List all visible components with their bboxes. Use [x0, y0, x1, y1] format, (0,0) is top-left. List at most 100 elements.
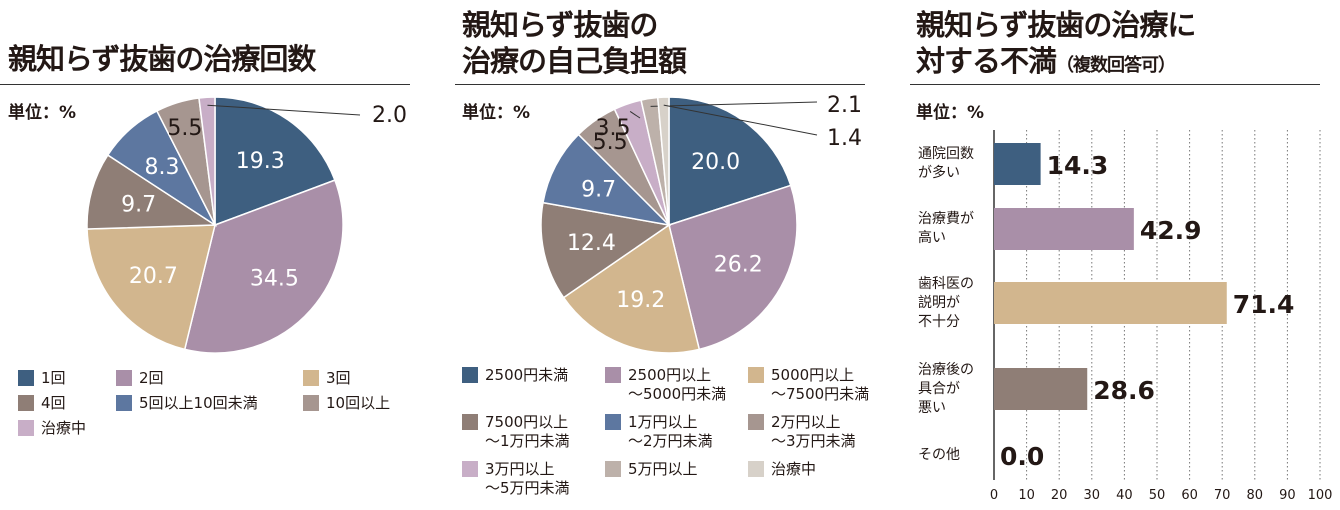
legend-swatch: [748, 414, 764, 430]
leader-line: [650, 101, 818, 107]
chart3-title-line1: 親知らず抜歯の治療に: [916, 8, 1196, 42]
category-label-line: 治療後の: [918, 361, 974, 378]
divider: [910, 84, 1320, 85]
legend-label-line: 10回以上: [326, 394, 391, 412]
legend-label-line: ～2万円未満: [628, 432, 713, 450]
legend-swatch: [116, 370, 132, 386]
legend-item: 2回: [116, 369, 164, 388]
category-label: 治療後の 具合が 悪い: [918, 361, 988, 418]
x-tick-label: 0: [989, 488, 999, 503]
slice-label: 12.4: [567, 231, 616, 256]
bar: [994, 143, 1041, 185]
pie-slice: [542, 133, 672, 227]
legend-label-line: ～7500円未満: [771, 385, 870, 403]
legend-label-line: ～5万円未満: [485, 479, 570, 497]
legend-label-line: 5万円以上: [628, 460, 698, 478]
chart2-title-line1: 親知らず抜歯の: [462, 8, 658, 42]
category-label: その他: [918, 446, 988, 465]
legend-swatch: [748, 367, 764, 383]
legend-swatch: [18, 370, 34, 386]
bar: [994, 282, 1227, 324]
divider: [0, 84, 410, 85]
pie-slice: [562, 223, 701, 354]
category-label-line: 治療費が: [918, 211, 974, 227]
legend-label-line: 5000円以上: [771, 366, 855, 384]
category-label-line: 説明が: [918, 294, 960, 311]
legend-item: 3回: [303, 369, 351, 388]
legend-label-line: 2回: [139, 369, 164, 387]
category-label-line: 不十分: [918, 313, 960, 330]
slice-label: 5.5: [593, 130, 628, 155]
legend-label: 10回以上: [326, 394, 390, 413]
legend-label-line: 治療中: [41, 419, 87, 437]
slice-label: 19.3: [236, 149, 285, 174]
legend-item: 5万円以上: [605, 460, 698, 479]
pie-slice: [668, 96, 792, 227]
legend-swatch: [18, 420, 34, 436]
legend-label-line: 2500円以上: [628, 366, 712, 384]
pie-slice: [198, 96, 216, 226]
legend-item: 2500円未満: [462, 366, 568, 385]
legend-label: 2回: [139, 369, 164, 388]
slice-label: 2.0: [372, 103, 407, 128]
slice-label: 20.0: [691, 150, 740, 175]
legend-label-line: 2万円以上: [771, 413, 841, 431]
legend-label-line: 3万円以上: [485, 460, 555, 478]
leader-line: [629, 111, 641, 119]
slice-label: 5.5: [167, 116, 202, 141]
slice-label: 19.2: [616, 288, 665, 313]
bar: [994, 208, 1134, 250]
legend-item: 10回以上: [303, 394, 390, 413]
legend-label-line: 治療中: [771, 460, 817, 478]
x-tick-label: 20: [1050, 488, 1068, 503]
legend-label-line: 4回: [41, 394, 66, 412]
bar-value-label: 14.3: [1047, 151, 1109, 180]
legend-label: 5万円以上: [628, 460, 698, 479]
chart2-title-line2: 治療の自己負担額: [462, 44, 687, 78]
category-label-line: が多い: [918, 165, 960, 181]
slice-label: 3.5: [596, 116, 631, 141]
legend-swatch: [303, 395, 319, 411]
pie-slice: [214, 96, 336, 227]
slice-label: 2.1: [827, 93, 862, 118]
bar-value-label: 28.6: [1093, 376, 1155, 405]
x-tick-label: 70: [1213, 488, 1231, 503]
category-label-line: 具合が: [918, 380, 960, 397]
legend-swatch: [462, 367, 478, 383]
x-tick-label: 60: [1181, 488, 1198, 503]
legend-item: 5回以上10回未満: [116, 394, 258, 413]
x-tick-label: 80: [1246, 488, 1264, 503]
x-tick-label: 50: [1148, 488, 1166, 503]
category-label: 治療費が 高い: [918, 210, 988, 248]
legend-swatch: [462, 461, 478, 477]
legend-label: 2500円未満: [485, 366, 568, 385]
chart3-subtitle: （複数回答可）: [1056, 55, 1176, 76]
legend-label-line: 2500円未満: [485, 366, 569, 384]
slice-label: 9.7: [581, 177, 616, 202]
x-tick-label: 30: [1083, 488, 1101, 503]
category-label: 通院回数 が多い: [918, 145, 988, 183]
legend-item: 2500円以上 ～5000円未満: [605, 366, 726, 404]
category-label-line: その他: [918, 446, 960, 463]
leader-line: [207, 104, 361, 116]
legend-swatch: [605, 414, 621, 430]
pie-slice: [656, 96, 670, 226]
legend-label-line: ～3万円未満: [771, 432, 856, 450]
legend-label: 1万円以上 ～2万円未満: [628, 413, 713, 451]
category-label-line: 歯科医の: [918, 275, 974, 292]
slice-label: 8.3: [144, 155, 179, 180]
slice-label: 1.4: [827, 126, 862, 151]
slice-label: 20.7: [129, 264, 178, 289]
category-label-line: 高い: [918, 230, 946, 246]
legend-label: 5回以上10回未満: [139, 394, 258, 413]
legend-item: 治療中: [18, 419, 86, 438]
x-tick-label: 10: [1018, 488, 1035, 503]
legend-label-line: 7500円以上: [485, 413, 569, 431]
pie-chart-2: 20.0 26.2 19.2 12.4 9.7 5.53.5 2.1 1.4: [540, 93, 862, 354]
title-text: 対する不満: [916, 44, 1057, 78]
pie-slice: [668, 184, 798, 351]
legend-swatch: [605, 367, 621, 383]
x-tick-label: 100: [1307, 488, 1333, 503]
chart1-title: 親知らず抜歯の治療回数: [8, 42, 316, 76]
legend-item: 2万円以上 ～3万円未満: [748, 413, 856, 451]
